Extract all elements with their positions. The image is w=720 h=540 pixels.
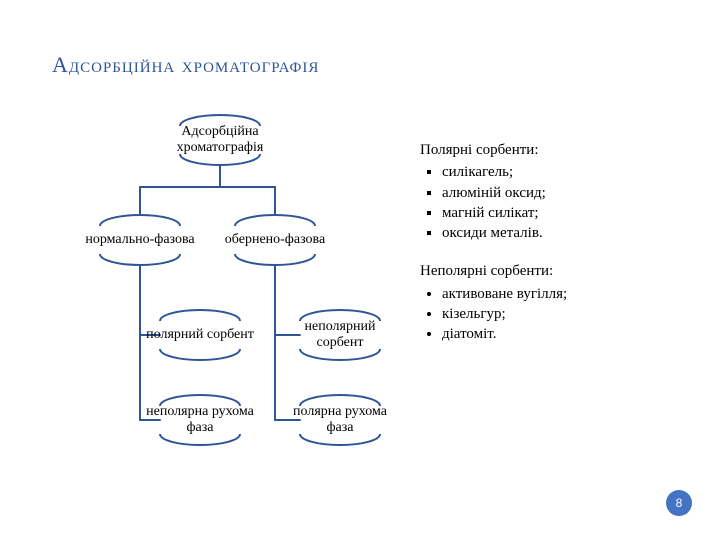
node-l1: полярний сорбент <box>140 327 260 343</box>
list-item: алюміній оксид; <box>442 183 680 203</box>
nonpolar-list: активоване вугілля;кізельгур;діатоміт. <box>420 284 680 345</box>
list-item: силікагель; <box>442 162 680 182</box>
list-item: діатоміт. <box>442 324 680 344</box>
node-root: Адсорбційна хроматографія <box>160 124 280 156</box>
node-r1: неполярний сорбент <box>280 319 400 351</box>
list-item: активоване вугілля; <box>442 284 680 304</box>
polar-list: силікагель;алюміній оксид;магній силікат… <box>420 162 680 243</box>
node-left: нормально-фазова <box>80 232 200 248</box>
polar-head: Полярні сорбенти: <box>420 140 680 160</box>
node-r2: полярна рухома фаза <box>280 404 400 436</box>
list-item: оксиди металів. <box>442 223 680 243</box>
diagram: Адсорбційна хроматографія нормально-фазо… <box>50 100 410 465</box>
right-column: Полярні сорбенти: силікагель;алюміній ок… <box>420 140 680 362</box>
page-title: Адсорбційна хроматографія <box>52 52 319 78</box>
node-l2: неполярна рухома фаза <box>140 404 260 436</box>
nonpolar-head: Неполярні сорбенти: <box>420 261 680 281</box>
list-item: магній силікат; <box>442 203 680 223</box>
list-item: кізельгур; <box>442 304 680 324</box>
node-right: обернено-фазова <box>215 232 335 248</box>
page-number-badge: 8 <box>666 490 692 516</box>
